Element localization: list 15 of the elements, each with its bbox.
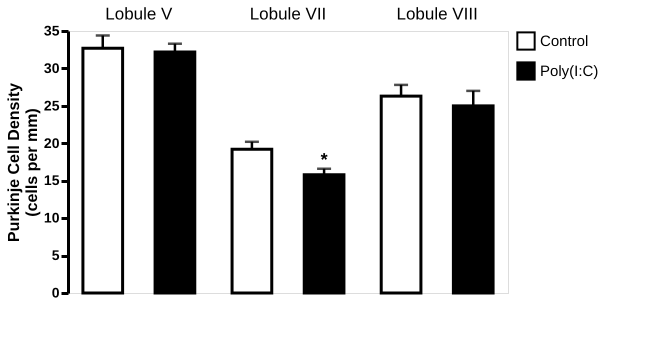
y-tick-label: 0 bbox=[52, 284, 60, 300]
legend-label: Control bbox=[540, 33, 588, 50]
annotation: * bbox=[320, 150, 328, 170]
y-tick-label: 25 bbox=[44, 97, 60, 114]
y-axis-title: Purkinje Cell Density (cells per mm) bbox=[6, 82, 41, 242]
y-tick-label: 20 bbox=[44, 134, 60, 151]
y-tick-label: 30 bbox=[44, 60, 60, 76]
x-tick-label: Lobule V bbox=[105, 4, 174, 24]
y-tick-label: 15 bbox=[44, 172, 60, 188]
x-tick-label: Lobule VIII bbox=[396, 4, 478, 24]
y-tick-label: 35 bbox=[44, 22, 60, 38]
y-tick-label: 5 bbox=[52, 247, 60, 264]
legend-label: Poly(I:C) bbox=[540, 63, 598, 80]
y-tick-label: 10 bbox=[44, 210, 60, 226]
x-tick-label: Lobule VII bbox=[250, 4, 326, 24]
